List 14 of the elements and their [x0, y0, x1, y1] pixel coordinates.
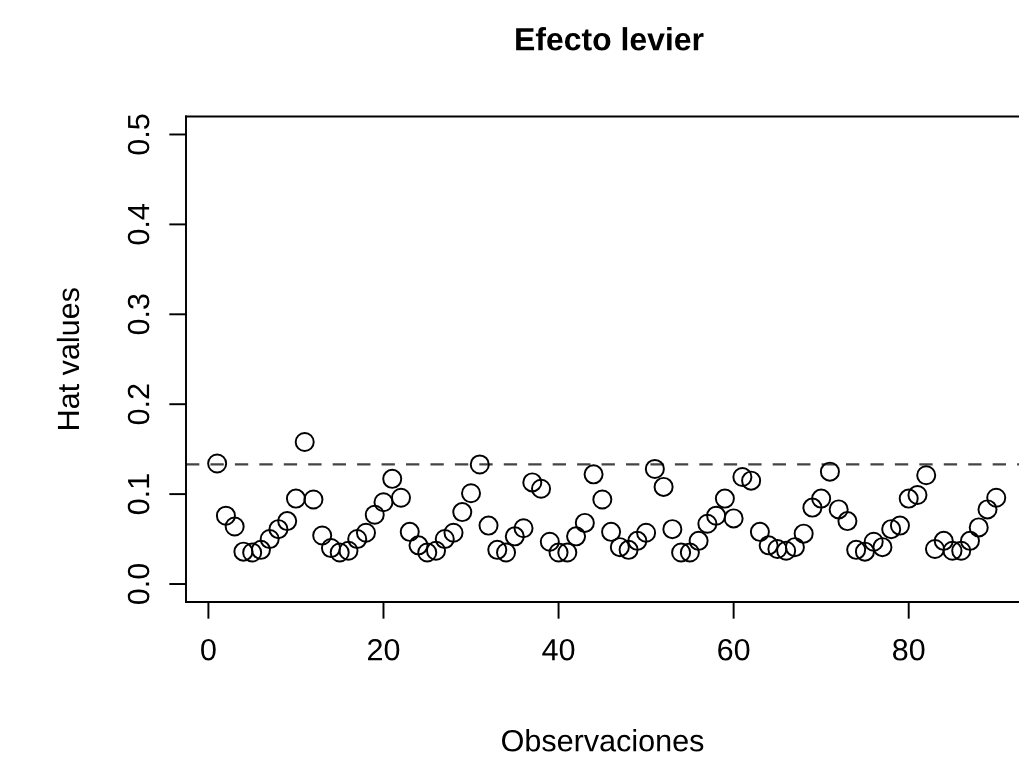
y-tick-label: 0.2 — [127, 384, 150, 425]
y-tick-label: 0.4 — [127, 204, 150, 245]
x-tick-label: 0 — [201, 638, 216, 661]
y-tick-label: 0.0 — [127, 563, 150, 605]
y-axis-title: Hat values — [56, 288, 80, 429]
chart-title: Efecto levier — [516, 27, 704, 51]
y-tick-label: 0.5 — [127, 114, 150, 155]
x-tick-label: 40 — [542, 638, 575, 661]
x-tick-label: 80 — [893, 638, 925, 661]
x-axis-title: Observaciones — [502, 729, 704, 752]
y-tick-label: 0.3 — [127, 294, 150, 335]
x-tick-label: 20 — [368, 638, 400, 661]
x-tick-label: 60 — [718, 638, 750, 661]
y-tick-label: 0.1 — [127, 474, 150, 515]
